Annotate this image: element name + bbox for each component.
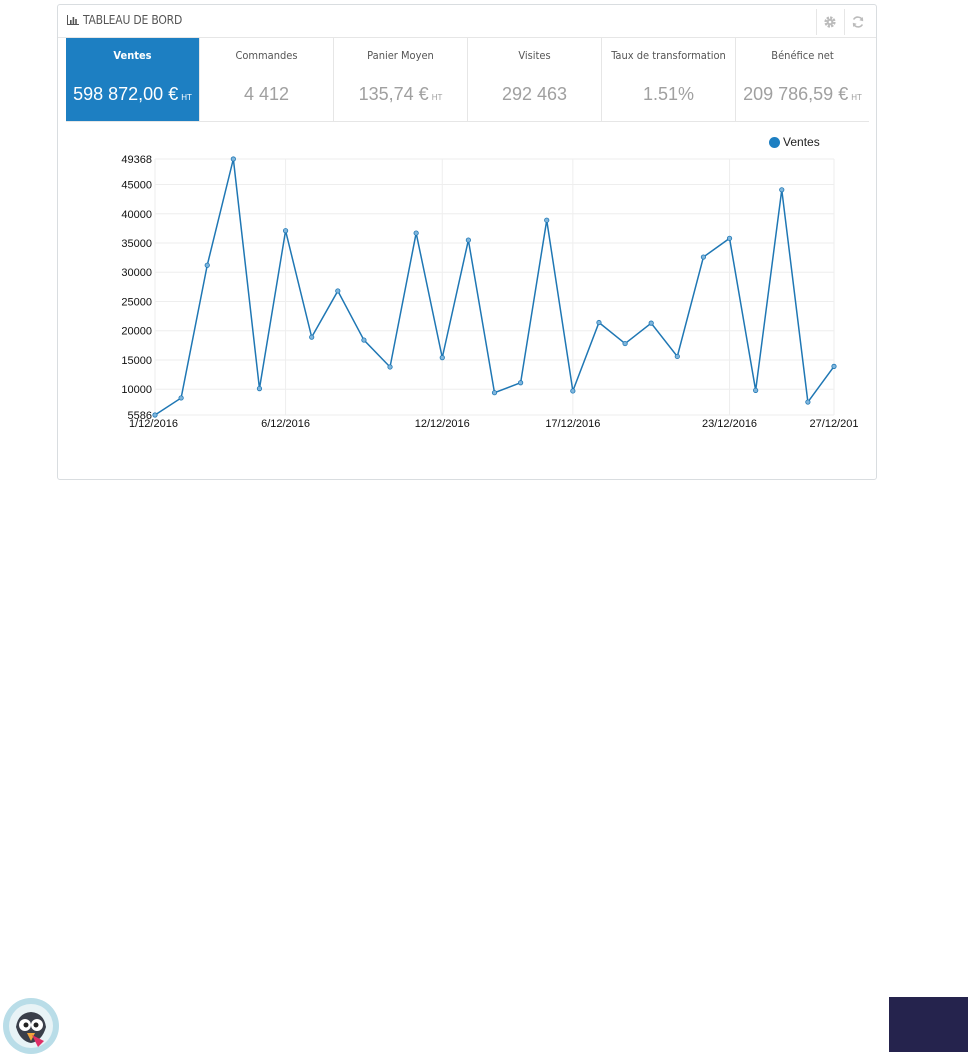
data-point bbox=[570, 388, 576, 394]
data-point bbox=[674, 353, 680, 360]
data-point bbox=[779, 187, 785, 193]
data-point bbox=[204, 262, 210, 268]
data-point bbox=[413, 230, 419, 236]
corner-block bbox=[889, 997, 968, 1052]
data-point bbox=[831, 363, 837, 369]
data-point bbox=[726, 235, 733, 241]
kpi-tab-visites[interactable]: Visites 292 463 bbox=[468, 38, 602, 121]
kpi-value: 4 412 bbox=[244, 84, 289, 105]
x-tick-label: 27/12/201 bbox=[810, 418, 859, 430]
series-line-ventes bbox=[154, 158, 835, 416]
data-point bbox=[387, 364, 393, 370]
kpi-value-text: 598 872,00 € bbox=[73, 84, 179, 104]
kpi-label: Visites bbox=[518, 49, 551, 62]
y-tick-label: 20000 bbox=[121, 326, 152, 338]
sales-line-chart: 5586 10000 15000 20000 25000 30000 35000 40000 4… bbox=[121, 154, 859, 430]
chart-area: 5586 10000 15000 20000 25000 30000 35000 40000 4… bbox=[58, 123, 876, 463]
data-point bbox=[648, 320, 654, 326]
data-point bbox=[178, 395, 184, 401]
kpi-value: 135,74 € HT bbox=[359, 84, 443, 105]
settings-button[interactable] bbox=[816, 9, 843, 35]
y-tick-label: 25000 bbox=[121, 296, 152, 308]
panel-header: TABLEAU DE BORD bbox=[58, 5, 876, 38]
chart-legend[interactable]: Ventes bbox=[769, 135, 820, 149]
data-point bbox=[335, 288, 341, 294]
gear-icon bbox=[824, 16, 836, 28]
data-point bbox=[700, 254, 707, 260]
kpi-value: 1.51% bbox=[643, 84, 694, 105]
dashboard-panel: TABLEAU DE BORD Ventes 598 872,00 € HT Co… bbox=[57, 4, 877, 480]
y-tick-label: 40000 bbox=[121, 209, 152, 221]
kpi-label: Bénéfice net bbox=[771, 49, 834, 62]
kpi-value: 209 786,59 € HT bbox=[743, 84, 862, 105]
kpi-value-text: 4 412 bbox=[243, 84, 290, 104]
y-tick-label: 49368 bbox=[121, 154, 152, 166]
kpi-tab-benefice-net[interactable]: Bénéfice net 209 786,59 € HT bbox=[736, 38, 869, 121]
legend-swatch bbox=[769, 136, 780, 148]
panel-title-text: TABLEAU DE BORD bbox=[83, 13, 183, 27]
kpi-label: Commandes bbox=[235, 49, 298, 62]
kpi-label: Taux de transformation bbox=[611, 49, 726, 62]
kpi-tab-panier-moyen[interactable]: Panier Moyen 135,74 € HT bbox=[334, 38, 468, 121]
kpi-value: 598 872,00 € HT bbox=[73, 84, 192, 105]
y-tick-label: 5586 bbox=[128, 410, 152, 422]
data-point bbox=[544, 217, 550, 223]
kpi-tabs: Ventes 598 872,00 € HT Commandes 4 412 Pa… bbox=[66, 38, 869, 122]
data-point bbox=[805, 399, 811, 405]
data-point bbox=[361, 337, 367, 343]
data-point bbox=[753, 387, 759, 393]
data-point bbox=[622, 340, 628, 347]
refresh-icon bbox=[852, 16, 864, 28]
kpi-value: 292 463 bbox=[502, 84, 567, 105]
x-tick-label: 6/12/2016 bbox=[261, 418, 310, 430]
y-tick-label: 15000 bbox=[121, 355, 152, 367]
kpi-value-text: 135,74 € bbox=[358, 84, 429, 104]
x-tick-label: 17/12/2016 bbox=[545, 418, 600, 430]
kpi-suffix: HT bbox=[181, 93, 192, 102]
kpi-value-text: 1.51% bbox=[642, 84, 695, 104]
kpi-suffix: HT bbox=[431, 93, 443, 102]
legend-label: Ventes bbox=[783, 135, 820, 149]
kpi-suffix: HT bbox=[851, 93, 862, 102]
data-point bbox=[596, 319, 602, 326]
y-tick-label: 30000 bbox=[121, 267, 152, 279]
kpi-label: Ventes bbox=[113, 49, 152, 62]
kpi-label: Panier Moyen bbox=[367, 49, 434, 62]
prestashop-logo bbox=[3, 998, 59, 1054]
bar-chart-icon bbox=[67, 15, 79, 25]
kpi-value-text: 209 786,59 € bbox=[743, 84, 849, 104]
kpi-tab-ventes[interactable]: Ventes 598 872,00 € HT bbox=[66, 38, 200, 121]
kpi-tab-commandes[interactable]: Commandes 4 412 bbox=[200, 38, 334, 121]
data-point bbox=[518, 380, 524, 386]
x-tick-label: 12/12/2016 bbox=[415, 418, 470, 430]
refresh-button[interactable] bbox=[844, 9, 871, 35]
data-point bbox=[282, 228, 289, 234]
kpi-value-text: 292 463 bbox=[501, 84, 568, 104]
panel-title: TABLEAU DE BORD bbox=[67, 13, 182, 27]
data-point bbox=[439, 355, 445, 361]
data-point bbox=[152, 412, 158, 418]
y-tick-label: 45000 bbox=[121, 180, 152, 192]
data-point bbox=[491, 390, 498, 396]
y-tick-label: 35000 bbox=[121, 238, 152, 250]
y-tick-label: 10000 bbox=[121, 384, 152, 396]
data-point bbox=[230, 156, 236, 162]
kpi-tab-taux-transformation[interactable]: Taux de transformation 1.51% bbox=[602, 38, 736, 121]
data-point bbox=[465, 237, 471, 243]
data-point bbox=[309, 334, 315, 340]
data-point bbox=[256, 386, 263, 392]
x-tick-label: 1/12/2016 bbox=[129, 418, 178, 430]
x-tick-label: 23/12/2016 bbox=[702, 418, 757, 430]
